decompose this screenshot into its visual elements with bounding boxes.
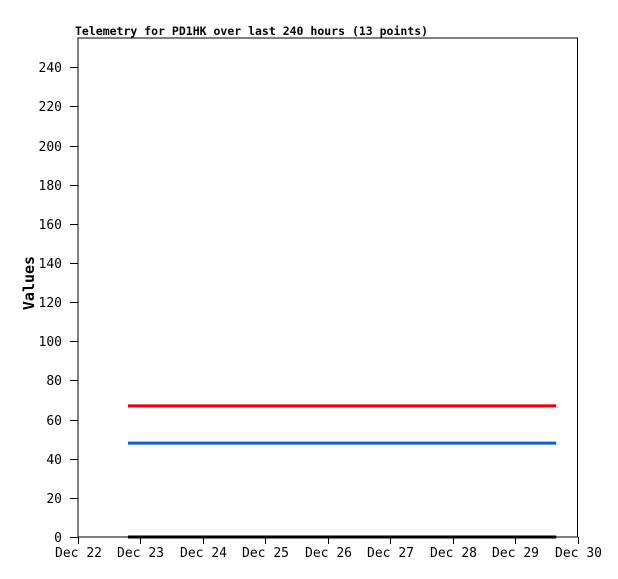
x-tick-label: Dec 24: [180, 546, 227, 561]
y-tick-label: 60: [46, 414, 62, 429]
x-tick-label: Dec 27: [367, 546, 414, 561]
y-tick-label: 160: [39, 218, 62, 233]
x-tick-label: Dec 30: [555, 546, 602, 561]
x-tick-label: Dec 25: [242, 546, 289, 561]
chart-title: Telemetry for PD1HK over last 240 hours …: [75, 24, 429, 38]
x-tick-label: Dec 22: [55, 546, 102, 561]
y-tick-label: 20: [46, 492, 62, 507]
y-tick-label: 180: [39, 179, 62, 194]
x-tick-label: Dec 26: [305, 546, 352, 561]
y-tick-label: 0: [54, 531, 62, 546]
y-tick-label: 220: [39, 100, 62, 115]
y-tick-label: 40: [46, 453, 62, 468]
y-tick-label: 240: [39, 61, 62, 76]
y-tick-label: 120: [39, 296, 62, 311]
x-tick-label: Dec 23: [117, 546, 164, 561]
y-tick-label: 140: [39, 257, 62, 272]
x-tick-label: Dec 28: [430, 546, 477, 561]
plot-border: [77, 37, 578, 538]
y-tick-label: 80: [46, 374, 62, 389]
x-tick-label: Dec 29: [492, 546, 539, 561]
y-tick-label: 100: [39, 335, 62, 350]
y-tick-label: 200: [39, 140, 62, 155]
